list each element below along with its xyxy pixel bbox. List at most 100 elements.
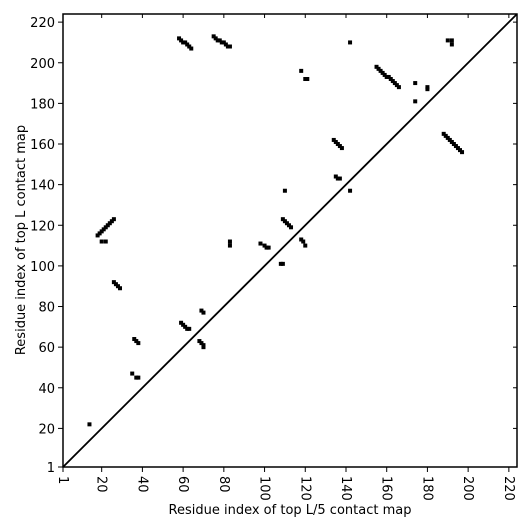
contact-point [264,245,269,250]
contact-point [384,74,389,79]
contact-point [337,176,342,181]
contact-point [380,70,385,75]
contact-point [413,99,418,104]
x-tick-label: 1 [55,476,70,484]
contact-point [451,142,456,147]
x-tick-label: 100 [257,476,272,501]
contact-point [130,371,135,376]
contact-point [378,68,383,73]
contact-point [136,341,141,346]
contact-point [185,326,190,331]
contact-point [305,77,310,82]
y-tick-label: 20 [38,422,55,437]
x-tick-label: 220 [501,476,516,501]
contact-point [278,261,283,266]
contact-point [374,64,379,69]
contact-point [105,223,110,228]
contact-point [425,87,430,92]
contact-point [382,72,387,77]
y-tick-label: 140 [30,179,55,194]
contact-point [425,85,430,90]
x-tick-label: 40 [134,476,149,493]
contact-point [97,231,102,236]
contact-point [303,77,308,82]
contact-point [99,229,104,234]
contact-point [134,339,139,344]
y-tick-label: 40 [38,382,55,397]
contact-point [227,243,232,248]
contact-point [201,310,206,315]
contact-point [284,221,289,226]
contact-point [282,188,287,193]
contact-point [333,174,338,179]
y-tick-label: 160 [30,138,55,153]
contact-point [396,85,401,90]
contact-point [113,282,118,287]
contact-point [177,36,182,41]
x-tick-label: 160 [379,476,394,501]
contact-point [447,137,452,142]
contact-point [376,66,381,71]
contact-point [197,339,202,344]
contact-point [303,243,308,248]
contact-point [441,131,446,136]
contact-point [386,74,391,79]
contact-point [299,237,304,242]
contact-point [111,217,116,222]
x-tick-label: 140 [338,476,353,501]
y-tick-label: 200 [30,57,55,72]
contact-point [286,223,291,228]
contact-point [413,81,418,86]
diagonal [62,13,518,468]
contact-point [219,40,224,45]
contact-point [103,239,108,244]
y-tick-label: 60 [38,341,55,356]
contact-point [183,324,188,329]
contact-point [187,326,192,331]
contact-point [337,144,342,149]
contact-point [109,219,114,224]
contact-point [95,233,100,238]
contact-point [211,34,216,39]
y-tick-label: 80 [38,301,55,316]
contact-point [213,36,218,41]
contact-point [460,150,465,155]
x-tick-label: 20 [94,476,109,493]
contact-point [111,280,116,285]
y-tick-label: 120 [30,219,55,234]
contact-point [217,38,222,43]
contact-point [134,375,139,380]
contact-point [445,135,450,140]
contact-point [103,225,108,230]
contact-point [115,284,120,289]
plot-frame [62,13,518,468]
contact-point [181,40,186,45]
contact-point [262,243,267,248]
x-tick-label: 180 [419,476,434,501]
contact-point [339,146,344,151]
contact-point [280,217,285,222]
contact-point [201,345,206,350]
contact-point [118,286,123,291]
y-tick-label: 100 [30,260,55,275]
contact-point [445,38,450,43]
contact-point [185,42,190,47]
contact-point [215,38,220,43]
contact-point [187,44,192,49]
contact-point [223,42,228,47]
contact-point [333,139,338,144]
contact-point [335,142,340,147]
y-tick-label: 180 [30,97,55,112]
contact-point [280,261,285,266]
y-tick-label: 1 [47,461,55,476]
contact-point [392,81,397,86]
x-tick-label: 80 [216,476,231,493]
x-axis-label: Residue index of top L/5 contact map [169,503,412,518]
contact-point [225,44,230,49]
contact-point [132,337,137,342]
contact-point [227,44,232,49]
contact-point [348,188,353,193]
contact-point [201,343,206,348]
contact-point [258,241,263,246]
contact-point [199,341,204,346]
